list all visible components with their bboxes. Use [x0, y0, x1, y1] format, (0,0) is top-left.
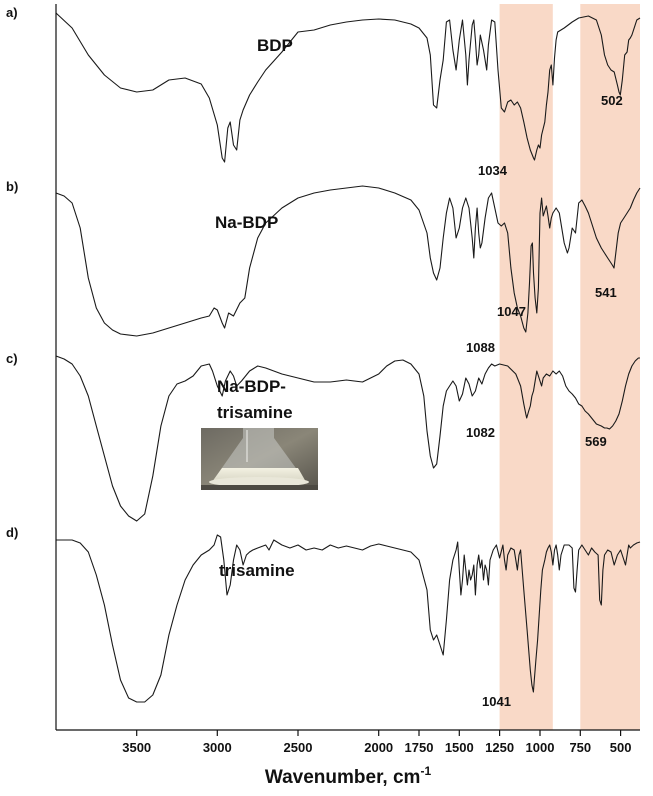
spectrum-line-na-bdp-trisamine: [55, 355, 640, 522]
peak-label-502: 502: [601, 93, 623, 108]
x-tick-label-2000: 2000: [364, 740, 393, 755]
peak-label-1047: 1047: [497, 304, 526, 319]
series-name-trisamine: trisamine: [219, 561, 295, 580]
panel-label-a: a): [6, 5, 18, 20]
spectrum-line-trisamine: [56, 534, 641, 703]
x-axis-title: Wavenumber, cm-1: [265, 764, 432, 788]
spectrum-line-na-bdp: [55, 185, 641, 337]
panel-label-b: b): [6, 179, 18, 194]
panel-label-d: d): [6, 525, 18, 540]
x-tick-label-500: 500: [610, 740, 632, 755]
series-name-bdp: BDP: [257, 36, 293, 55]
x-tick-label-2500: 2500: [284, 740, 313, 755]
series-name-na-bdp: Na-BDP: [215, 213, 278, 232]
spectra: [55, 12, 641, 703]
x-tick-label-1500: 1500: [445, 740, 474, 755]
x-tick-label-750: 750: [569, 740, 591, 755]
series-name-na-bdp-trisamine-line1: Na-BDP-: [217, 377, 286, 396]
peak-label-1082: 1082: [466, 425, 495, 440]
flask-photo: [201, 428, 318, 490]
panel-label-c: c): [6, 351, 18, 366]
highlight-band-2: [580, 4, 640, 730]
series-name-na-bdp-trisamine-line2: trisamine: [217, 403, 293, 422]
x-tick-label-1000: 1000: [526, 740, 555, 755]
spectrum-line-bdp: [55, 12, 641, 163]
x-tick-label-3500: 3500: [122, 740, 151, 755]
peak-label-541: 541: [595, 285, 617, 300]
peak-label-1041: 1041: [482, 694, 511, 709]
peak-label-1034: 1034: [478, 163, 508, 178]
x-ticks: 3500 3000 2500 2000 1750 1500 1250 1000 750 500: [122, 730, 631, 755]
x-tick-label-1250: 1250: [485, 740, 514, 755]
x-axis-title-superscript: -1: [420, 764, 431, 778]
x-tick-label-3000: 3000: [203, 740, 232, 755]
peak-label-569: 569: [585, 434, 607, 449]
x-tick-label-1750: 1750: [405, 740, 434, 755]
peak-label-1088: 1088: [466, 340, 495, 355]
highlight-bands: [499, 4, 640, 730]
x-axis-title-text: Wavenumber, cm: [265, 767, 421, 788]
